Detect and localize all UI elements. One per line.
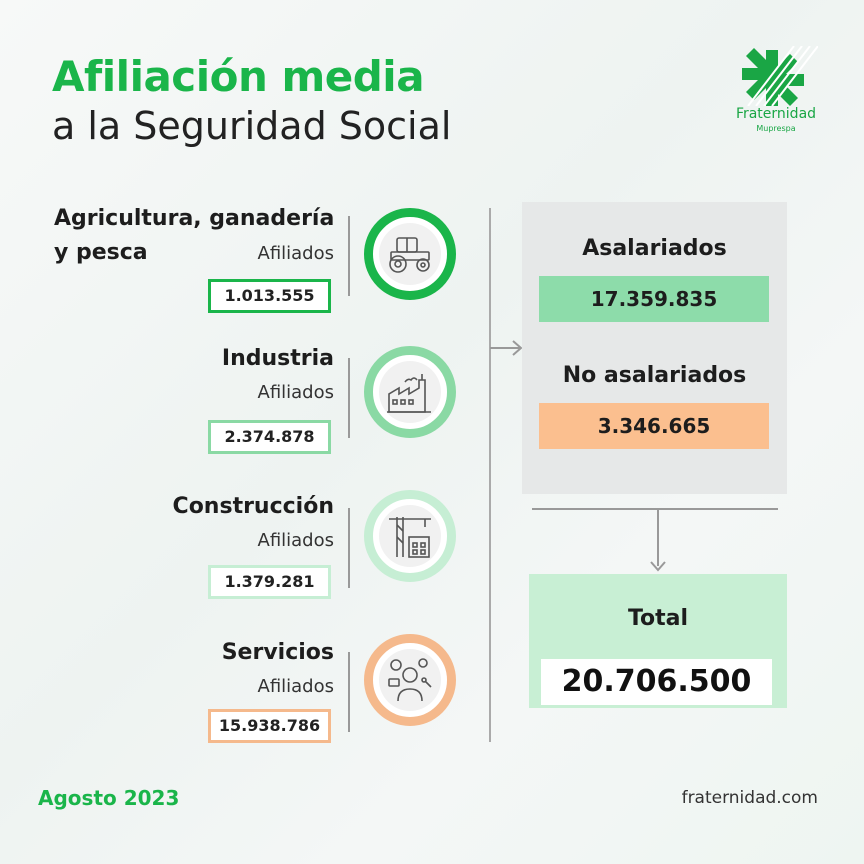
- page-subtitle: a la Seguridad Social: [52, 104, 452, 148]
- down-connector: [657, 508, 659, 566]
- brand-name: Fraternidad: [735, 106, 817, 122]
- website-link[interactable]: fraternidad.com: [681, 788, 818, 808]
- sector-name-line1: Agricultura, ganadería: [54, 206, 335, 231]
- sector-industria-name: Industria: [221, 346, 334, 371]
- tractor-icon: [379, 223, 441, 285]
- right-arrow-icon: [490, 340, 523, 356]
- sector-construccion-name: Construcción: [172, 494, 334, 519]
- sector-name-line2: y pesca: [54, 240, 148, 265]
- salaried-value: 17.359.835: [539, 276, 769, 322]
- salaried-label: Asalariados: [582, 236, 727, 261]
- divider: [348, 216, 350, 296]
- services-worker-icon: [379, 649, 441, 711]
- sector-servicios-value: 15.938.786: [208, 709, 331, 743]
- sector-agricultura-name: Agricultura, ganadería y pesca: [54, 202, 334, 270]
- sector-industria-badge: [364, 346, 456, 438]
- total-value: 20.706.500: [541, 659, 772, 705]
- divider: [348, 358, 350, 438]
- afiliados-label: Afiliados: [257, 530, 335, 551]
- brand-subname: Muprespa: [756, 124, 796, 133]
- total-label: Total: [627, 606, 689, 631]
- sum-line: [532, 508, 778, 510]
- down-arrow-icon: [650, 561, 666, 572]
- sector-servicios-name: Servicios: [221, 640, 334, 665]
- divider: [348, 652, 350, 732]
- page-title: Afiliación media: [52, 52, 425, 101]
- afiliados-label: Afiliados: [257, 676, 335, 697]
- sector-construccion-value: 1.379.281: [208, 565, 331, 599]
- non-salaried-label: No asalariados: [562, 363, 747, 388]
- fraternidad-logo-icon: [742, 46, 818, 106]
- non-salaried-value: 3.346.665: [539, 403, 769, 449]
- afiliados-label: Afiliados: [257, 382, 335, 403]
- crane-icon: [379, 505, 441, 567]
- afiliados-label: Afiliados: [257, 243, 335, 264]
- connector-line: [489, 208, 491, 742]
- sector-industria-value: 2.374.878: [208, 420, 331, 454]
- factory-icon: [379, 361, 441, 423]
- divider: [348, 508, 350, 588]
- sector-construccion-badge: [364, 490, 456, 582]
- date-label: Agosto 2023: [38, 786, 180, 810]
- sector-agricultura-badge: [364, 208, 456, 300]
- sector-servicios-badge: [364, 634, 456, 726]
- sector-agricultura-value: 1.013.555: [208, 279, 331, 313]
